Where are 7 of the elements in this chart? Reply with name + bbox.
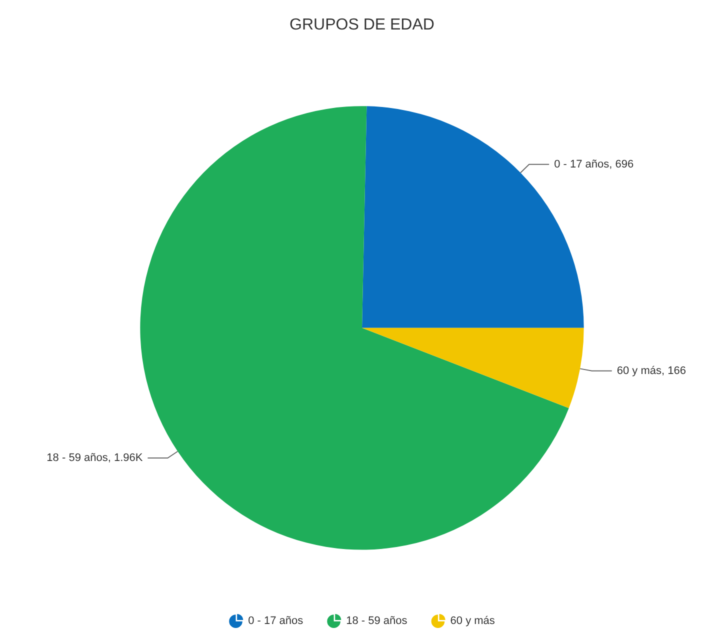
legend-label: 18 - 59 años: [346, 615, 408, 627]
legend-label: 0 - 17 años: [248, 615, 304, 627]
data-label: 0 - 17 años, 696: [554, 158, 634, 170]
data-label: 18 - 59 años, 1.96K: [46, 452, 144, 464]
data-label: 60 y más, 166: [616, 364, 686, 377]
chart-title: GRUPOS DE EDAD: [290, 16, 434, 34]
legend-label: 60 y más: [450, 615, 496, 627]
